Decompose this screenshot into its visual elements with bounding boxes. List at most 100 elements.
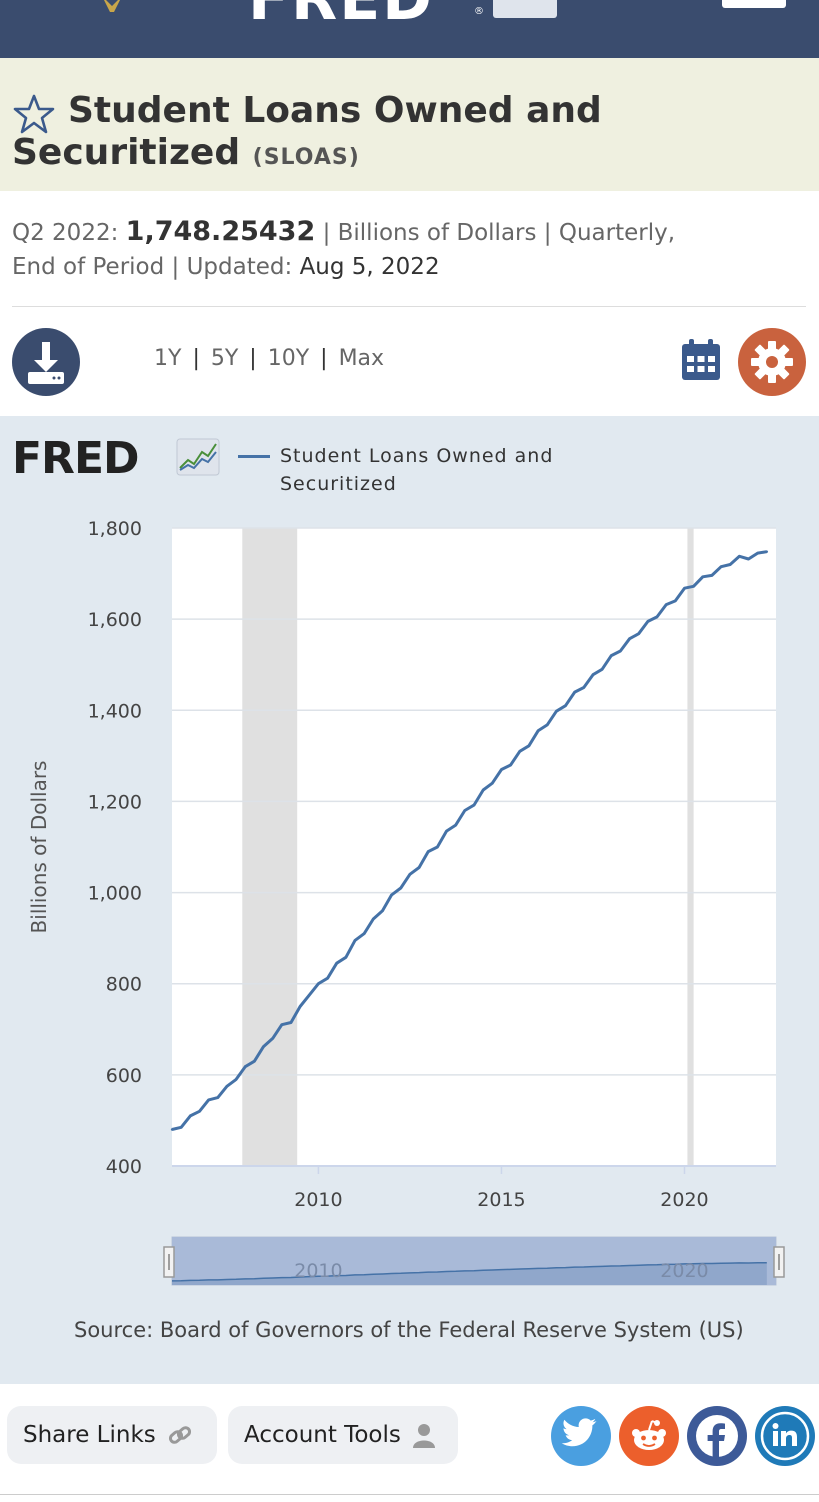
- data-point[interactable]: [271, 1037, 274, 1040]
- data-point[interactable]: [500, 768, 503, 771]
- data-point[interactable]: [765, 550, 769, 553]
- data-point[interactable]: [298, 1005, 302, 1008]
- data-point[interactable]: [170, 1128, 174, 1131]
- data-point[interactable]: [674, 599, 677, 603]
- data-point[interactable]: [225, 1085, 229, 1088]
- data-point[interactable]: [555, 709, 558, 713]
- data-point[interactable]: [610, 654, 613, 657]
- data-point[interactable]: [509, 763, 512, 767]
- data-point[interactable]: [289, 1021, 293, 1024]
- fred-logo[interactable]: FRED: [248, 0, 434, 34]
- data-point[interactable]: [646, 620, 650, 623]
- data-point[interactable]: [427, 850, 430, 853]
- data-point[interactable]: [637, 632, 640, 635]
- source-note[interactable]: Source: Board of Governors of the Federa…: [74, 1318, 744, 1342]
- menu-button[interactable]: [722, 0, 786, 8]
- data-point[interactable]: [527, 744, 531, 748]
- data-point[interactable]: [390, 893, 393, 897]
- data-point[interactable]: [683, 586, 686, 590]
- gear-icon: [751, 341, 793, 383]
- range-10y[interactable]: 10Y: [267, 346, 310, 371]
- data-point[interactable]: [472, 803, 476, 807]
- data-point[interactable]: [582, 686, 586, 689]
- series-title: Student Loans Owned and Securitized: [12, 90, 602, 173]
- data-point[interactable]: [518, 750, 521, 753]
- data-point[interactable]: [454, 823, 457, 827]
- data-point[interactable]: [664, 603, 668, 606]
- reddit-button[interactable]: [619, 1406, 679, 1466]
- data-point[interactable]: [600, 668, 604, 671]
- data-point[interactable]: [445, 829, 448, 833]
- data-point[interactable]: [381, 909, 384, 912]
- data-point[interactable]: [317, 982, 320, 985]
- data-point[interactable]: [463, 809, 467, 812]
- range-1y[interactable]: 1Y: [154, 346, 182, 371]
- data-point[interactable]: [655, 615, 659, 619]
- period-label: Q2 2022:: [12, 220, 119, 246]
- data-point[interactable]: [481, 788, 485, 792]
- eagle-logo-icon: [104, 0, 120, 12]
- data-point[interactable]: [536, 729, 540, 732]
- data-point[interactable]: [399, 886, 402, 890]
- data-point[interactable]: [417, 866, 421, 869]
- y-tick-label: 1,600: [88, 609, 142, 631]
- data-point[interactable]: [628, 637, 631, 640]
- data-point[interactable]: [619, 649, 622, 653]
- chart-toolbar: 1Y | 5Y | 10Y | Max: [0, 320, 819, 400]
- navigator-label: 2020: [660, 1260, 708, 1282]
- data-point[interactable]: [436, 845, 439, 849]
- data-point[interactable]: [244, 1065, 247, 1068]
- data-point[interactable]: [344, 956, 348, 959]
- data-point[interactable]: [353, 939, 357, 942]
- data-point[interactable]: [198, 1110, 201, 1113]
- y-tick-label: 600: [106, 1065, 142, 1087]
- facebook-button[interactable]: [687, 1406, 747, 1466]
- divider: [12, 306, 806, 307]
- data-point[interactable]: [591, 673, 595, 676]
- page-title: Student Loans Owned and Securitized (SLO…: [12, 90, 792, 179]
- settings-button[interactable]: [738, 328, 806, 396]
- data-point[interactable]: [564, 704, 567, 707]
- data-point[interactable]: [362, 932, 366, 935]
- twitter-button[interactable]: [551, 1406, 611, 1466]
- data-point[interactable]: [326, 977, 329, 980]
- account-tools-button[interactable]: Account Tools: [228, 1406, 458, 1464]
- range-5y[interactable]: 5Y: [210, 346, 239, 371]
- download-button[interactable]: [12, 328, 80, 396]
- data-point[interactable]: [335, 962, 338, 965]
- data-point[interactable]: [253, 1059, 256, 1063]
- range-max[interactable]: Max: [338, 346, 385, 371]
- data-point[interactable]: [692, 585, 695, 588]
- navigator-line: [171, 1261, 767, 1282]
- data-point[interactable]: [701, 575, 704, 578]
- data-point[interactable]: [747, 557, 750, 561]
- data-point[interactable]: [262, 1045, 265, 1048]
- share-links-label: Share Links: [23, 1422, 156, 1448]
- data-point[interactable]: [719, 565, 723, 568]
- data-point[interactable]: [546, 723, 549, 727]
- data-point[interactable]: [372, 917, 375, 921]
- data-point[interactable]: [308, 993, 311, 997]
- data-point[interactable]: [408, 873, 412, 876]
- linkedin-button[interactable]: [755, 1406, 815, 1466]
- data-point[interactable]: [189, 1114, 192, 1118]
- line-chart[interactable]: 400 600 800 1,000 1,200 1,400 1,600 1,800 2010 20…: [0, 500, 819, 1400]
- range-sep: |: [192, 346, 200, 371]
- data-point[interactable]: [738, 555, 741, 558]
- share-links-button[interactable]: Share Links: [7, 1406, 217, 1464]
- data-point[interactable]: [491, 782, 494, 785]
- data-point[interactable]: [207, 1098, 210, 1102]
- data-point[interactable]: [729, 563, 732, 566]
- series-line[interactable]: [171, 550, 768, 1131]
- data-point[interactable]: [179, 1126, 183, 1129]
- star-icon[interactable]: [12, 92, 56, 136]
- data-point[interactable]: [216, 1096, 219, 1099]
- y-tick-label: 1,000: [88, 883, 142, 905]
- data-point[interactable]: [710, 574, 714, 577]
- data-point[interactable]: [756, 551, 759, 555]
- data-point[interactable]: [573, 690, 576, 694]
- x-tick-label: 2010: [294, 1189, 342, 1211]
- calendar-icon[interactable]: [680, 338, 722, 382]
- data-point[interactable]: [280, 1023, 284, 1026]
- data-point[interactable]: [234, 1078, 238, 1081]
